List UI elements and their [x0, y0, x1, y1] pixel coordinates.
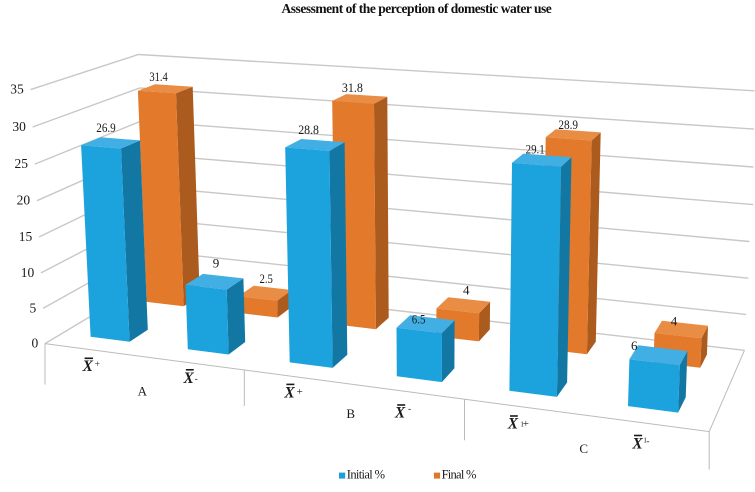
svg-text:26.9: 26.9 — [96, 120, 116, 135]
svg-text:-: - — [646, 437, 649, 447]
svg-text:15: 15 — [19, 229, 33, 244]
svg-text:25: 25 — [15, 156, 29, 171]
svg-text:+: + — [95, 360, 100, 370]
svg-text:Assessment of the perception o: Assessment of the perception of domestic… — [282, 1, 552, 16]
svg-text:-: - — [408, 405, 411, 415]
svg-text:5: 5 — [29, 300, 36, 315]
svg-text:A: A — [138, 383, 148, 398]
svg-text:Final %: Final % — [442, 468, 477, 482]
svg-text:31.4: 31.4 — [149, 69, 168, 84]
svg-text:0: 0 — [31, 336, 38, 351]
svg-text:4: 4 — [463, 283, 470, 298]
svg-text:35: 35 — [10, 82, 24, 97]
svg-text:1: 1 — [520, 420, 524, 429]
svg-text:X: X — [507, 416, 519, 433]
svg-text:Initial %: Initial % — [347, 468, 385, 482]
svg-text:B: B — [346, 406, 355, 421]
svg-text:28.9: 28.9 — [558, 117, 578, 132]
svg-text:-: - — [195, 374, 198, 384]
svg-text:+: + — [297, 386, 303, 398]
svg-text:X: X — [631, 436, 643, 453]
svg-text:X: X — [183, 370, 195, 387]
svg-text:20: 20 — [17, 193, 31, 208]
svg-text:1: 1 — [643, 436, 647, 445]
svg-text:29.1: 29.1 — [526, 141, 545, 156]
svg-text:6: 6 — [631, 338, 638, 353]
svg-text:6.5: 6.5 — [412, 311, 426, 326]
svg-text:X: X — [82, 358, 94, 375]
svg-text:X: X — [283, 384, 295, 401]
svg-text:4: 4 — [671, 313, 678, 328]
svg-text:30: 30 — [12, 119, 26, 134]
svg-text:C: C — [579, 441, 588, 456]
svg-text:28.8: 28.8 — [298, 122, 319, 137]
svg-text:+: + — [523, 418, 529, 430]
svg-text:10: 10 — [21, 265, 35, 280]
svg-text:31.8: 31.8 — [342, 80, 363, 95]
svg-text:2.5: 2.5 — [260, 271, 273, 286]
svg-text:X: X — [394, 404, 406, 421]
svg-text:9: 9 — [213, 255, 220, 270]
